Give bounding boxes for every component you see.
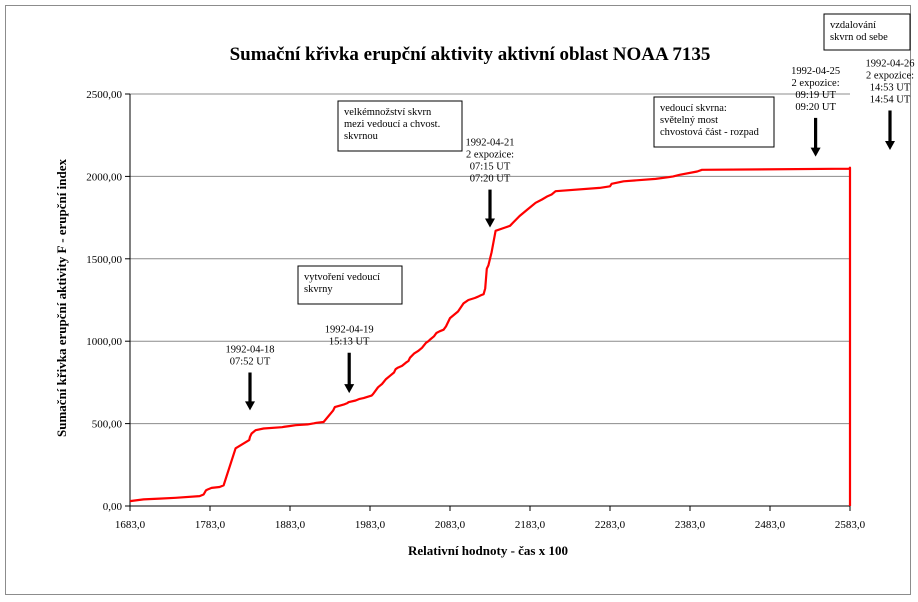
x-tick-label: 2583,0 bbox=[835, 519, 866, 531]
annotation-label: 07:52 UT bbox=[230, 357, 271, 368]
annotation-label: 1992-04-19 bbox=[325, 325, 374, 336]
annotation-label: 2 expozice: bbox=[866, 70, 914, 81]
x-tick-label: 2483,0 bbox=[755, 519, 786, 531]
annotation-label: 14:53 UT bbox=[870, 82, 911, 93]
y-tick-label: 1000,00 bbox=[86, 336, 122, 348]
annotation-label: 2 expozice: bbox=[792, 78, 840, 89]
x-axis-label: Relativní hodnoty - čas x 100 bbox=[408, 543, 568, 558]
arrow-head bbox=[885, 141, 895, 151]
note-box-text: mezi vedoucí a chvost. bbox=[344, 119, 440, 130]
note-box bbox=[297, 265, 403, 305]
note-box-text: velkémnožství skvrn bbox=[344, 107, 432, 118]
arrow-head bbox=[810, 147, 821, 157]
note-box-text: skvrn od sebe bbox=[830, 32, 888, 43]
note-box bbox=[823, 13, 911, 51]
annotation-label: 14:54 UT bbox=[870, 94, 911, 105]
annotation-label: 09:19 UT bbox=[795, 90, 836, 101]
y-tick-label: 500,00 bbox=[92, 419, 123, 431]
x-tick-label: 2183,0 bbox=[515, 519, 546, 531]
chart-title: Sumační křivka erupční aktivity aktivní … bbox=[230, 44, 711, 65]
note-box-text: chvostová část - rozpad bbox=[660, 127, 760, 138]
x-tick-label: 2083,0 bbox=[435, 519, 466, 531]
x-tick-label: 1883,0 bbox=[275, 519, 306, 531]
annotation-label: 07:20 UT bbox=[470, 174, 511, 185]
annotation-label: 09:20 UT bbox=[795, 102, 836, 113]
arrow-head bbox=[344, 384, 355, 394]
chart-frame bbox=[5, 5, 911, 595]
y-axis-label: Sumační křivka erupční aktivity F - erup… bbox=[54, 159, 69, 437]
note-box-text: vytvoření vedoucí bbox=[304, 272, 380, 283]
y-tick-label: 1500,00 bbox=[86, 254, 122, 266]
note-box-text: vedoucí skvrna: bbox=[660, 103, 727, 114]
note-box-text: skvrnou bbox=[344, 131, 379, 142]
arrow-head bbox=[485, 218, 495, 228]
annotation-label: 07:15 UT bbox=[470, 162, 511, 173]
arrow-head bbox=[245, 401, 255, 411]
annotation-label: 1992-04-21 bbox=[466, 138, 515, 149]
y-tick-label: 2000,00 bbox=[86, 171, 122, 183]
y-tick-label: 0,00 bbox=[103, 501, 123, 513]
note-box-text: světelný most bbox=[660, 115, 718, 126]
annotation-label: 1992-04-18 bbox=[226, 345, 275, 356]
note-box-text: vzdalování bbox=[830, 20, 876, 31]
x-tick-label: 1783,0 bbox=[195, 519, 226, 531]
x-tick-label: 1683,0 bbox=[115, 519, 146, 531]
note-box bbox=[653, 96, 775, 148]
note-box-text: skvrny bbox=[304, 284, 333, 295]
note-box bbox=[337, 100, 463, 152]
annotation-label: 1992-04-26 bbox=[866, 58, 915, 69]
x-tick-label: 2383,0 bbox=[675, 519, 706, 531]
x-tick-label: 1983,0 bbox=[355, 519, 386, 531]
y-tick-label: 2500,00 bbox=[86, 89, 122, 101]
annotation-label: 15:13 UT bbox=[329, 337, 370, 348]
x-tick-label: 2283,0 bbox=[595, 519, 626, 531]
annotation-label: 2 expozice: bbox=[466, 150, 514, 161]
annotation-label: 1992-04-25 bbox=[791, 66, 840, 77]
series-line bbox=[129, 166, 852, 506]
